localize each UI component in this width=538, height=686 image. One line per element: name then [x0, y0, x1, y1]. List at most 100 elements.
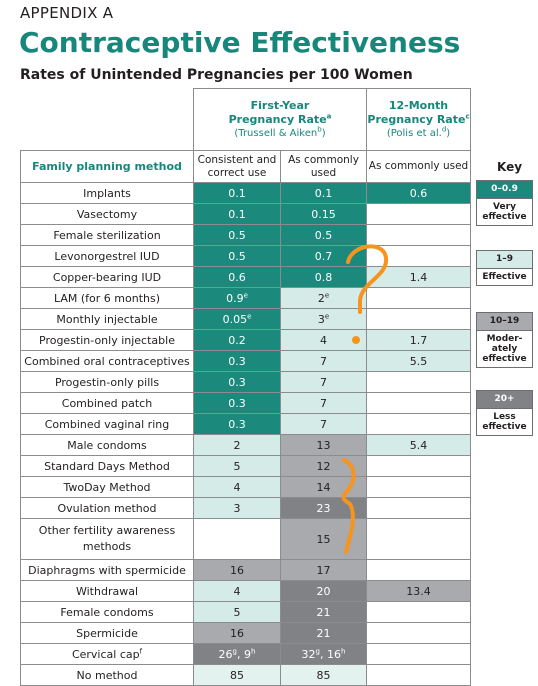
method-cell: Monthly injectable — [20, 308, 194, 330]
cell-text: 0.6 — [409, 186, 428, 200]
cell-text: 0.9 — [226, 291, 244, 305]
cell-text: 0.1 — [314, 186, 333, 200]
method-name: Levonorgestrel IUD — [54, 249, 160, 263]
method-name: Progestin-only pills — [54, 375, 160, 389]
rate-cell: 7 — [280, 371, 367, 393]
rate-cell: 14 — [280, 476, 367, 498]
rate-cell: 0.5 — [280, 224, 367, 246]
cell-text: 0.3 — [228, 417, 246, 431]
cell-text: 14 — [316, 480, 331, 494]
method-name: TwoDay Method — [63, 480, 151, 494]
key-label: Moder-ately effective — [477, 331, 532, 367]
rate-cell: 85 — [193, 664, 281, 686]
rate-cell: 0.2 — [193, 329, 281, 351]
rate-cell: 0.3 — [193, 413, 281, 435]
cell-text: 0.05 — [222, 312, 248, 326]
cell-text: 3 — [317, 312, 325, 326]
key-range: 20+ — [477, 391, 532, 409]
rate-cell: 0.3 — [193, 371, 281, 393]
key-range: 1–9 — [477, 251, 532, 269]
footnote-mark: e — [324, 311, 330, 320]
cell-text: 7 — [320, 354, 327, 368]
rate-cell — [366, 476, 471, 498]
key-label-line: Effective — [482, 272, 527, 282]
rate-cell — [366, 371, 471, 393]
column-header-text: As commonly used — [368, 160, 469, 172]
cell-text: 3 — [233, 501, 241, 515]
method-cell: Progestin-only injectable — [20, 329, 194, 351]
key-label-line: Less — [493, 412, 516, 422]
cell-text: 0.5 — [314, 228, 333, 242]
method-cell: Cervical capf — [20, 643, 194, 665]
key-item: 10–19 Moder-ately effective — [476, 312, 533, 368]
method-name: Combined oral contraceptives — [24, 354, 190, 368]
table-row: TwoDay Method 4 14 — [20, 476, 471, 498]
rate-cell — [366, 455, 471, 477]
cell-text: 1.4 — [409, 270, 428, 284]
table-row: Female sterilization 0.5 0.5 — [20, 224, 471, 246]
header-text: 12-Month — [388, 99, 449, 112]
method-name: Female sterilization — [53, 228, 161, 242]
table-row: Copper-bearing IUD 0.6 0.8 1.4 — [20, 266, 471, 288]
key-label-line: Very — [493, 202, 516, 212]
cell-text: 1.7 — [409, 333, 428, 347]
rate-cell: 7 — [280, 350, 367, 372]
table-row: Levonorgestrel IUD 0.5 0.7 — [20, 245, 471, 267]
rate-cell — [366, 308, 471, 330]
method-name: Ovulation method — [57, 501, 157, 515]
cell-text: 16 — [230, 563, 244, 577]
cell-text: 16 — [230, 626, 244, 640]
key-label-line: effective — [482, 422, 527, 432]
cell-text: 12 — [316, 459, 331, 473]
method-cell: Implants — [20, 182, 194, 204]
rate-cell — [366, 518, 471, 560]
method-name: Progestin-only injectable — [39, 333, 175, 347]
rate-cell: 13 — [280, 434, 367, 456]
table-row: Female condoms 5 21 — [20, 601, 471, 623]
rate-cell: 85 — [280, 664, 367, 686]
kicker: APPENDIX A — [20, 4, 114, 22]
method-name: Implants — [83, 186, 131, 200]
rate-cell: 12 — [280, 455, 367, 477]
key-label-line: ately — [491, 344, 518, 354]
method-cell: Combined patch — [20, 392, 194, 414]
method-cell: Withdrawal — [20, 580, 194, 602]
method-cell: Spermicide — [20, 622, 194, 644]
footnote-mark: g — [232, 646, 237, 655]
method-cell: No method — [20, 664, 194, 686]
method-name: Diaphragms with spermicide — [28, 563, 186, 577]
rate-cell — [366, 601, 471, 623]
rate-cell — [366, 497, 471, 519]
rate-cell — [366, 224, 471, 246]
rate-cell: 15 — [280, 518, 367, 560]
rate-cell: 0.1 — [193, 203, 281, 225]
cell-text: 0.5 — [228, 228, 246, 242]
cell-text: 0.6 — [228, 270, 246, 284]
method-cell: Progestin-only pills — [20, 371, 194, 393]
rate-cell: 1.4 — [366, 266, 471, 288]
table-row: Combined vaginal ring 0.3 7 — [20, 413, 471, 435]
rate-cell: 16 — [193, 622, 281, 644]
rate-cell: 0.6 — [366, 182, 471, 204]
table-row: Implants 0.1 0.1 0.6 — [20, 182, 471, 204]
table-row: Combined oral contraceptives 0.3 7 5.5 — [20, 350, 471, 372]
method-name: Combined patch — [61, 396, 153, 410]
method-name: LAM (for 6 months) — [53, 291, 161, 305]
cell-text: 5.5 — [409, 354, 428, 368]
rate-cell: 16 — [193, 559, 281, 581]
method-cell: LAM (for 6 months) — [20, 287, 194, 309]
rate-cell — [366, 392, 471, 414]
table-row: LAM (for 6 months) 0.9e 2e — [20, 287, 471, 309]
cell-text: 0.15 — [311, 207, 336, 221]
method-cell: Female condoms — [20, 601, 194, 623]
footnote-mark: b — [317, 125, 322, 134]
footnote-mark: a — [326, 112, 332, 121]
table-row: Vasectomy 0.1 0.15 — [20, 203, 471, 225]
cell-text: 0.5 — [228, 249, 246, 263]
footnote-mark: c — [465, 112, 470, 121]
method-cell: Standard Days Method — [20, 455, 194, 477]
cell-text: , 16 — [320, 647, 341, 661]
table-row: Standard Days Method 5 12 — [20, 455, 471, 477]
cell-text: 4 — [320, 333, 327, 347]
rate-cell: 0.3 — [193, 350, 281, 372]
